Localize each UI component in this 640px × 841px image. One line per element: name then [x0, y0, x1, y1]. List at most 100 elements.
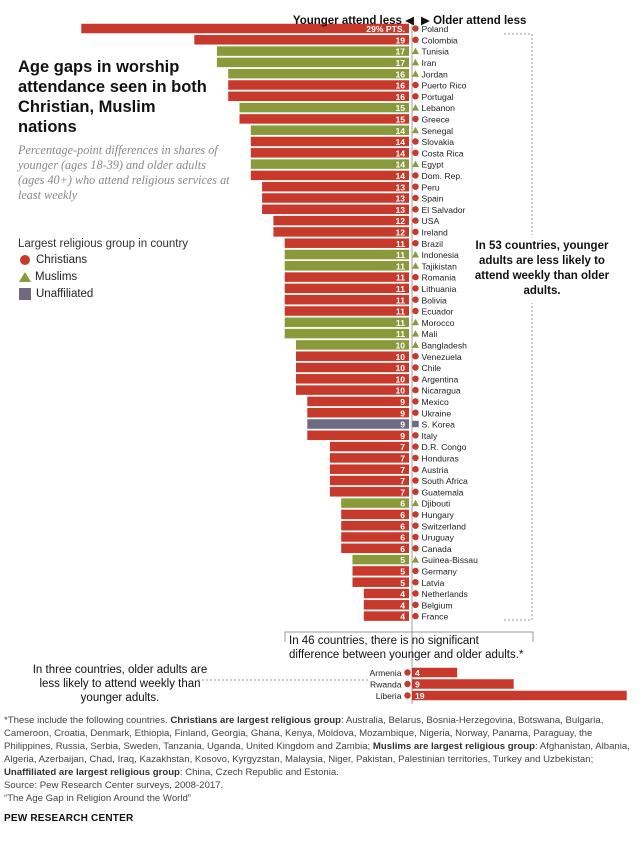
country-label-djibouti: Djibouti [422, 499, 451, 509]
marker-morocco [412, 318, 419, 326]
value-label-switzerland: 6 [400, 521, 405, 531]
value-label-france: 4 [400, 612, 405, 622]
footnote-report: “The Age Gap in Religion Around the Worl… [4, 793, 192, 804]
bar-senegal [250, 125, 409, 135]
marker-venezuela [412, 353, 419, 360]
country-label-switzerland: Switzerland [422, 521, 467, 531]
marker-egypt [412, 160, 419, 168]
bar-austria [329, 464, 409, 474]
value-label-liberia: 19 [415, 691, 425, 701]
bar-d-r-congo [329, 441, 409, 452]
country-label-canada: Canada [422, 544, 452, 554]
bar-nicaragua [296, 385, 409, 395]
country-label-s-korea: S. Korea [422, 420, 456, 430]
value-label-ecuador: 11 [396, 307, 405, 317]
bar-ecuador [284, 306, 409, 316]
value-label-dom-rep: 14 [395, 171, 405, 181]
country-label-bolivia: Bolivia [422, 295, 448, 305]
bar-colombia [194, 35, 409, 45]
country-label-rwanda: Rwanda [370, 680, 402, 690]
bar-djibouti [341, 498, 409, 508]
annotation-younger-less: In 53 countries, younger adults are less… [466, 235, 618, 303]
value-label-poland: 29% PTS. [366, 24, 405, 34]
bar-honduras [329, 453, 409, 463]
value-label-egypt: 14 [395, 160, 405, 170]
country-label-germany: Germany [422, 567, 458, 577]
bar-chile [296, 362, 409, 373]
country-label-romania: Romania [422, 273, 457, 283]
arrow-left-icon: ◀ [405, 15, 414, 27]
marker-guatemala [412, 488, 419, 495]
bar-venezuela [296, 351, 409, 361]
marker-rwanda [404, 680, 411, 688]
bar-france [363, 611, 409, 621]
bracket-53 [504, 33, 533, 621]
footnote-muslims-label: Muslims are largest religious group [372, 741, 535, 752]
header-left-label: Younger attend less [292, 15, 402, 27]
marker-switzerland [412, 522, 419, 529]
value-label-brazil: 11 [396, 239, 405, 249]
bar-guinea-bissau [352, 554, 409, 565]
country-label-jordan: Jordan [422, 69, 448, 79]
bar-spain [262, 193, 409, 203]
marker-poland [412, 25, 419, 32]
marker-greece [412, 115, 419, 123]
value-label-d-r-congo: 7 [400, 442, 405, 452]
value-label-mexico: 9 [400, 397, 405, 407]
marker-spain [412, 194, 419, 202]
bar-greece [239, 114, 409, 124]
country-label-nicaragua: Nicaragua [422, 386, 461, 396]
marker-s-korea [412, 420, 419, 428]
marker-portugal [412, 93, 419, 100]
value-label-argentina: 10 [395, 374, 405, 384]
value-label-uruguay: 6 [400, 533, 405, 543]
footnote-unaffiliated-list: : China, Czech Republic and Estonia. [179, 767, 339, 778]
value-label-puerto-rico: 16 [395, 81, 405, 91]
bar-portugal [228, 91, 409, 102]
bar-italy [307, 430, 409, 441]
marker-south-africa [412, 477, 419, 484]
marker-guinea-bissau [412, 556, 419, 563]
country-label-tunisia: Tunisia [422, 47, 450, 57]
marker-ireland [412, 228, 419, 236]
marker-bangladesh [412, 341, 419, 348]
bar-armenia [412, 667, 458, 678]
bar-jordan [228, 68, 409, 79]
bar-el-salvador [262, 204, 409, 215]
marker-costa-rica [412, 149, 419, 156]
country-label-ukraine: Ukraine [422, 408, 452, 418]
bar-south-africa [329, 475, 409, 486]
credit: PEW RESEARCH CENTER [4, 813, 134, 824]
value-label-romania: 11 [396, 273, 405, 283]
value-label-austria: 7 [400, 465, 405, 475]
country-label-france: France [422, 612, 449, 622]
country-label-peru: Peru [422, 182, 440, 192]
marker-brazil [412, 240, 419, 247]
value-label-lithuania: 11 [396, 284, 405, 294]
marker-d-r-congo [412, 443, 419, 450]
country-label-d-r-congo: D.R. Congo [422, 442, 467, 452]
bar-liberia [412, 690, 627, 701]
country-label-spain: Spain [422, 194, 444, 204]
value-label-honduras: 7 [400, 454, 405, 464]
bar-dom-rep [250, 170, 409, 181]
country-label-argentina: Argentina [422, 374, 459, 384]
marker-usa [412, 217, 419, 224]
value-label-ireland: 12 [395, 228, 405, 238]
marker-tajikistan [412, 262, 419, 269]
country-label-usa: USA [422, 216, 440, 226]
bar-switzerland [341, 520, 409, 531]
marker-ukraine [412, 409, 419, 416]
country-label-el-salvador: El Salvador [422, 205, 466, 215]
marker-dom-rep [412, 172, 419, 179]
marker-chile [412, 364, 419, 371]
marker-canada [412, 545, 419, 552]
bar-germany [352, 566, 409, 576]
bar-bangladesh [296, 340, 409, 350]
country-label-colombia: Colombia [422, 35, 459, 45]
bar-morocco [284, 317, 409, 328]
legend-item-christians: Christians [18, 253, 87, 267]
country-label-netherlands: Netherlands [422, 589, 468, 599]
bar-guatemala [329, 487, 409, 497]
